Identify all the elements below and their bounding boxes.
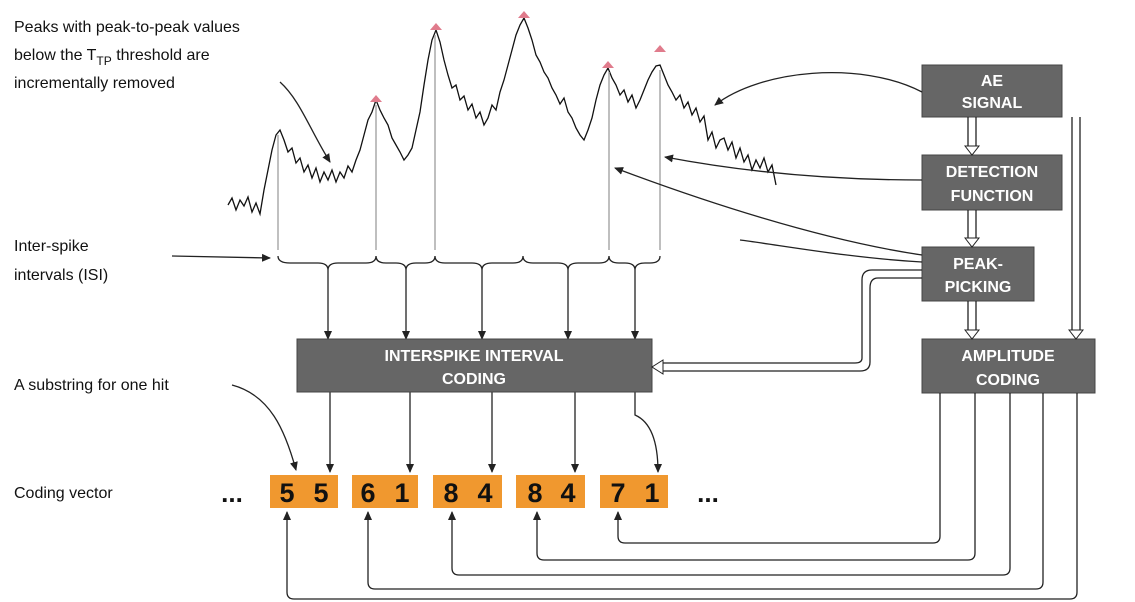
code-digit: 5 (279, 478, 294, 508)
block-label: DETECTION (946, 164, 1038, 181)
isi-coding-block (296, 338, 653, 393)
block-label: SIGNAL (962, 95, 1023, 112)
peaks-note-sub: TP (96, 54, 111, 68)
code-digit: 5 (313, 478, 328, 508)
block-label: PEAK- (953, 256, 1003, 273)
peaks-note-part: threshold are (112, 47, 210, 64)
ellipsis: ... (221, 478, 243, 508)
peak-lines (277, 35, 661, 250)
isi-label: Inter-spike (14, 238, 89, 255)
substring: 8 4 (516, 475, 585, 508)
substring: 7 1 (600, 475, 668, 508)
block-label: PICKING (945, 279, 1012, 296)
peaks-note-line: below the TTP threshold are (14, 47, 210, 68)
block-label: AE (981, 73, 1004, 90)
detection-function-block (921, 154, 1063, 211)
note-arrow (279, 81, 331, 163)
block-label: INTERSPIKE INTERVAL (385, 348, 564, 365)
code-digit: 1 (394, 478, 409, 508)
isi-label: intervals (ISI) (14, 267, 108, 284)
code-digit: 4 (477, 478, 492, 508)
substring: 8 4 (433, 475, 502, 508)
note-arrow (231, 384, 298, 471)
block-connectors (614, 72, 1085, 375)
code-digit: 1 (644, 478, 659, 508)
code-digit: 8 (443, 478, 458, 508)
substring: 6 1 (352, 475, 418, 508)
amplitude-coding-block (921, 338, 1096, 394)
peak-picking-block (921, 246, 1035, 302)
code-digit: 7 (610, 478, 625, 508)
coding-vector-label: Coding vector (14, 485, 113, 502)
peaks-note-line: incrementally removed (14, 75, 175, 92)
code-digit: 4 (560, 478, 575, 508)
amplitude-lines (283, 393, 1078, 600)
block-label: AMPLITUDE (961, 348, 1055, 365)
code-digit: 6 (360, 478, 375, 508)
block-label: CODING (976, 372, 1040, 389)
substring: 5 5 (270, 475, 338, 508)
code-digit: 8 (527, 478, 542, 508)
note-arrow (171, 253, 271, 262)
block-label: CODING (442, 371, 506, 388)
peak-markers (370, 11, 666, 102)
ae-signal-block (921, 64, 1063, 118)
block-label: FUNCTION (951, 188, 1034, 205)
ellipsis: ... (697, 478, 719, 508)
isi-braces (277, 255, 661, 271)
peaks-note-part: below the T (14, 47, 97, 64)
substring-label: A substring for one hit (14, 377, 169, 394)
peaks-note-line: Peaks with peak-to-peak values (14, 19, 240, 36)
isi-arrows (324, 270, 662, 473)
ae-waveform (227, 16, 777, 217)
